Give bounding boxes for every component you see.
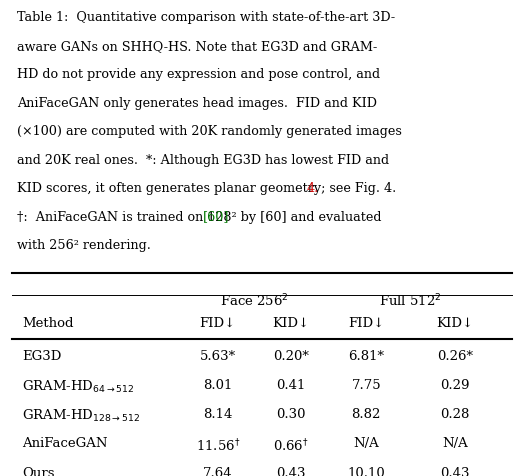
Text: GRAM-HD$_{128\rightarrow512}$: GRAM-HD$_{128\rightarrow512}$ xyxy=(22,408,140,424)
Text: GRAM-HD$_{64\rightarrow512}$: GRAM-HD$_{64\rightarrow512}$ xyxy=(22,379,135,395)
Text: HD do not provide any expression and pose control, and: HD do not provide any expression and pos… xyxy=(17,68,380,81)
Text: 0.28: 0.28 xyxy=(440,408,470,421)
Text: with 256² rendering.: with 256² rendering. xyxy=(17,239,151,252)
Text: 8.01: 8.01 xyxy=(203,379,232,392)
Text: FID↓: FID↓ xyxy=(348,317,385,330)
Text: [60]: [60] xyxy=(203,210,229,224)
Text: FID↓: FID↓ xyxy=(200,317,236,330)
Text: N/A: N/A xyxy=(353,437,379,450)
Text: 8.82: 8.82 xyxy=(352,408,381,421)
Text: aware GANs on SHHQ-HS. Note that EG3D and GRAM-: aware GANs on SHHQ-HS. Note that EG3D an… xyxy=(17,40,377,53)
Text: Face 256$^2$: Face 256$^2$ xyxy=(220,293,289,310)
Text: 0.30: 0.30 xyxy=(276,408,305,421)
Text: 8.14: 8.14 xyxy=(203,408,232,421)
Text: 0.41: 0.41 xyxy=(276,379,305,392)
Text: Ours: Ours xyxy=(22,466,54,476)
Text: †:  AniFaceGAN is trained on 128² by [60] and evaluated: †: AniFaceGAN is trained on 128² by [60]… xyxy=(17,210,381,224)
Text: AniFaceGAN only generates head images.  FID and KID: AniFaceGAN only generates head images. F… xyxy=(17,97,377,109)
Text: 4.: 4. xyxy=(307,182,319,195)
Text: Full 512$^2$: Full 512$^2$ xyxy=(379,293,442,310)
Text: AniFaceGAN: AniFaceGAN xyxy=(22,437,108,450)
Text: 0.26*: 0.26* xyxy=(437,350,473,363)
Text: Table 1:  Quantitative comparison with state-of-the-art 3D-: Table 1: Quantitative comparison with st… xyxy=(17,11,395,24)
Text: 10.10: 10.10 xyxy=(347,466,385,476)
Text: (×100) are computed with 20K randomly generated images: (×100) are computed with 20K randomly ge… xyxy=(17,125,402,138)
Text: and 20K real ones.  *: Although EG3D has lowest FID and: and 20K real ones. *: Although EG3D has … xyxy=(17,154,389,167)
Text: EG3D: EG3D xyxy=(22,350,62,363)
Text: 0.66$^{\dagger}$: 0.66$^{\dagger}$ xyxy=(273,437,309,454)
Text: Method: Method xyxy=(22,317,74,330)
Text: 11.56$^{\dagger}$: 11.56$^{\dagger}$ xyxy=(195,437,240,454)
Text: 0.20*: 0.20* xyxy=(272,350,309,363)
Text: 6.81*: 6.81* xyxy=(348,350,384,363)
Text: 7.64: 7.64 xyxy=(203,466,233,476)
Text: N/A: N/A xyxy=(442,437,468,450)
Text: 0.29: 0.29 xyxy=(440,379,470,392)
Text: 0.43: 0.43 xyxy=(276,466,305,476)
Text: KID↓: KID↓ xyxy=(436,317,473,330)
Text: 7.75: 7.75 xyxy=(352,379,381,392)
Text: KID↓: KID↓ xyxy=(272,317,309,330)
Text: 0.43: 0.43 xyxy=(440,466,470,476)
Text: KID scores, it often generates planar geometry; see Fig. 4.: KID scores, it often generates planar ge… xyxy=(17,182,396,195)
Text: 5.63*: 5.63* xyxy=(200,350,236,363)
